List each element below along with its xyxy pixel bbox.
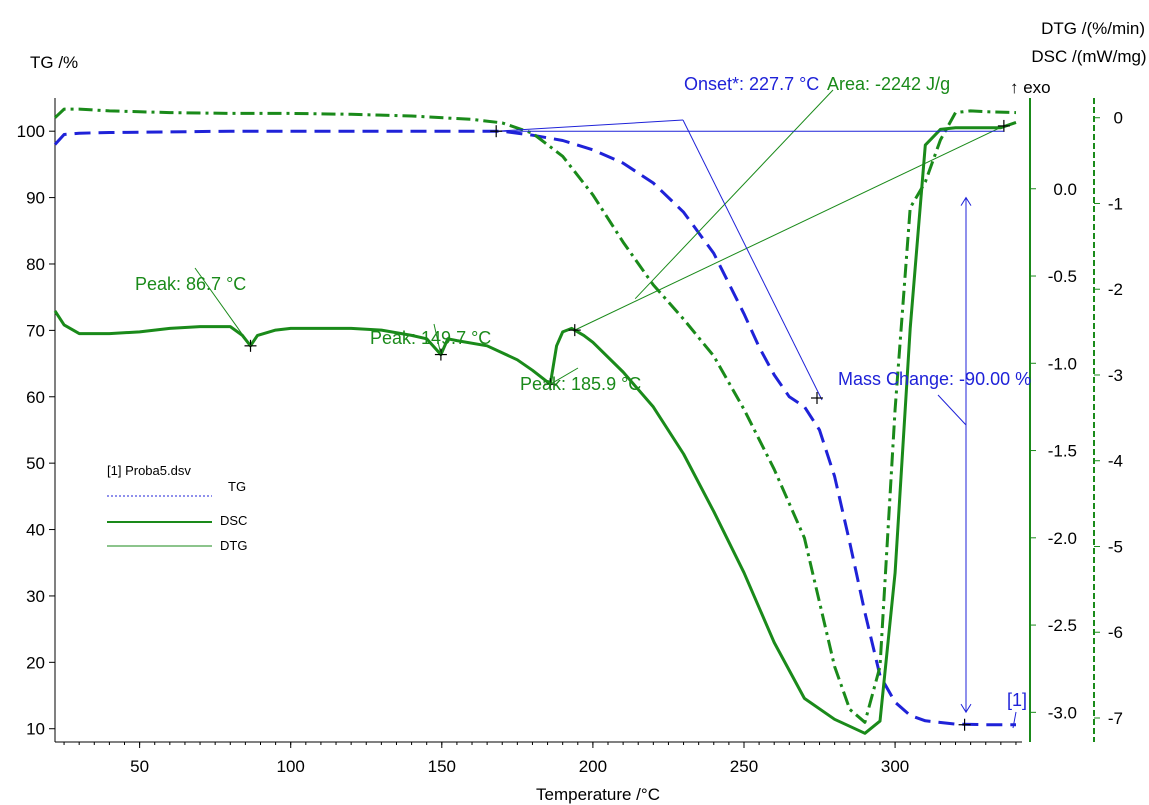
exo-indicator: ↑ exo	[1010, 78, 1051, 97]
x-tick-label: 300	[881, 757, 909, 776]
area-leader-line	[634, 89, 834, 300]
x-tick-label: 150	[428, 757, 456, 776]
series-layer	[53, 107, 1017, 735]
annotation-layer: Peak: 86.7 °C Peak: 149.7 °C Peak: 185.9 °…	[135, 74, 1031, 731]
dsc-tick-label: -3.0	[1048, 703, 1077, 722]
dsc-tick-label: -2.0	[1048, 529, 1077, 548]
tg-tick-label: 80	[26, 255, 45, 274]
dsc-tick-label: -0.5	[1048, 267, 1077, 286]
annotation-label: [1]	[1007, 690, 1027, 710]
onset-tangent	[496, 119, 684, 132]
x-tick-label: 100	[277, 757, 305, 776]
tg-tick-label: 20	[26, 653, 45, 672]
dsc-tick-label: -2.5	[1048, 616, 1077, 635]
annotation-label: Onset*: 227.7 °C	[684, 74, 819, 94]
dtg-tick-label: -3	[1108, 366, 1123, 385]
x-tick-label: 50	[130, 757, 149, 776]
peak-leader-line	[433, 323, 442, 355]
dtg-tick-label: 0	[1114, 109, 1123, 128]
mass-change-arrowhead-top	[960, 196, 972, 206]
legend-label-dsc: DSC	[220, 513, 247, 528]
mass-change-arrowhead-bottom	[960, 703, 972, 714]
tg-tick-label: 70	[26, 321, 45, 340]
tg-axis-title: TG /%	[30, 53, 78, 72]
tg-tick-label: 60	[26, 388, 45, 407]
plot-frame	[54, 98, 1095, 743]
tg-tick-label: 90	[26, 189, 45, 208]
dtg-tick-label: -6	[1108, 623, 1123, 642]
series-line-tg	[53, 129, 1016, 727]
dtg-tick-label: -1	[1108, 194, 1123, 213]
dtg-axis-title: DTG /(%/min)	[1041, 19, 1145, 38]
annotation-label: Area: -2242 J/g	[827, 74, 950, 94]
dtg-tick-label: -7	[1108, 709, 1123, 728]
legend-label-dtg: DTG	[220, 538, 247, 553]
legend-title: [1] Proba5.dsv	[107, 463, 191, 478]
tg-tick-label: 40	[26, 521, 45, 540]
peak-leader-line	[194, 267, 251, 347]
dtg-tick-label: -2	[1108, 280, 1123, 299]
x-axis-title: Temperature /°C	[536, 785, 660, 804]
x-tick-label: 250	[730, 757, 758, 776]
series-line-dtg	[53, 107, 1017, 724]
area-baseline	[574, 125, 1005, 331]
tg-tick-label: 50	[26, 454, 45, 473]
dsc-tick-label: 0.0	[1053, 180, 1077, 199]
peak-leader-line	[550, 367, 579, 385]
dsc-tick-label: -1.0	[1048, 354, 1077, 373]
annotation-label: Peak: 149.7 °C	[370, 328, 491, 348]
dtg-tick-label: -5	[1108, 537, 1123, 556]
dsc-axis-title: DSC /(mW/mg)	[1031, 47, 1146, 66]
dtg-tick-label: -4	[1108, 452, 1123, 471]
tg-tick-label: 100	[17, 122, 45, 141]
tg-tick-label: 10	[26, 720, 45, 739]
mass-change-leader	[937, 394, 967, 426]
onset-tangent	[682, 119, 823, 401]
annotation-label: Peak: 185.9 °C	[520, 374, 641, 394]
dsc-tick-label: -1.5	[1048, 442, 1077, 461]
tick-layer: 50 100 150 200 250 300 100 90 80 70 60 50 40 30 20 10 0.…	[17, 109, 1123, 776]
legend-label-tg: TG	[228, 479, 246, 494]
annotation-label: Peak: 86.7 °C	[135, 274, 246, 294]
series-id-leader	[1012, 711, 1017, 729]
x-tick-label: 200	[579, 757, 607, 776]
legend: [1] Proba5.dsv TG DSC DTG	[107, 463, 247, 553]
annotation-label: Mass Change: -90.00 %	[838, 369, 1031, 389]
tg-tick-label: 30	[26, 587, 45, 606]
